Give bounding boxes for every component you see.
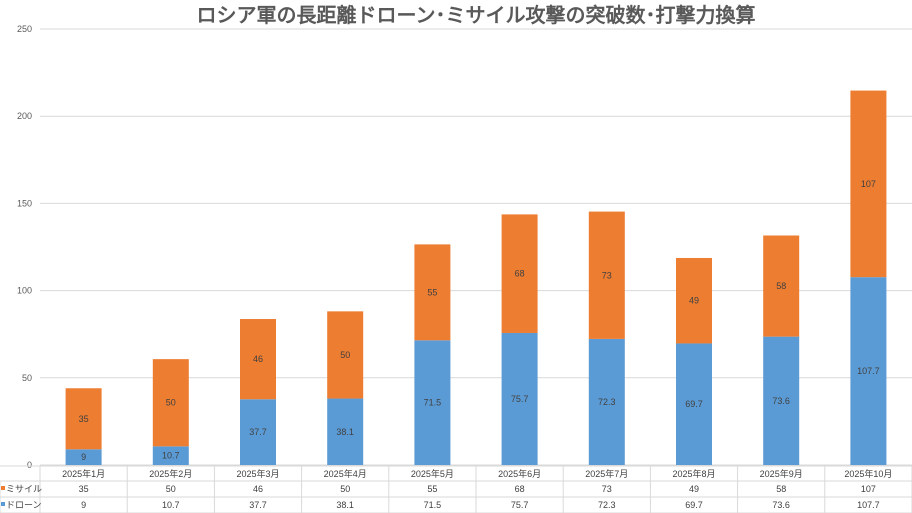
x-tick-label: 2025年9月 <box>760 468 803 479</box>
x-tick-label: 2025年2月 <box>149 468 192 479</box>
bar-missile <box>152 359 189 447</box>
data-label: 72.3 <box>598 397 616 407</box>
x-tick-label: 2025年8月 <box>672 468 715 479</box>
data-label: 9 <box>81 452 86 462</box>
table-cell: 69.7 <box>685 500 703 510</box>
data-label: 73 <box>602 270 612 280</box>
bar-missile <box>414 244 451 341</box>
table-cell: 75.7 <box>511 500 529 510</box>
y-tick-label: 150 <box>17 198 32 208</box>
bar-drone <box>850 277 887 465</box>
data-label: 38.1 <box>336 427 354 437</box>
table-cell: 10.7 <box>162 500 180 510</box>
data-label: 75.7 <box>511 394 529 404</box>
bar-drone <box>240 399 276 465</box>
bar-drone <box>65 449 102 465</box>
bar-drone <box>414 340 451 465</box>
bar-drone <box>763 336 800 465</box>
bar-drone <box>152 446 189 465</box>
x-tick-label: 2025年1月 <box>62 468 105 479</box>
x-tick-label: 2025年4月 <box>324 468 367 479</box>
bar-missile <box>327 311 364 399</box>
x-tick-label: 2025年6月 <box>498 468 541 479</box>
data-label: 10.7 <box>162 451 180 461</box>
table-cell: 49 <box>689 484 699 494</box>
data-label: 49 <box>689 296 699 306</box>
data-label: 55 <box>427 287 437 297</box>
table-cell: 107 <box>861 484 876 494</box>
bar-missile <box>240 319 276 400</box>
legend-key-missile <box>1 486 5 490</box>
table-cell: 73.6 <box>772 500 790 510</box>
data-label: 46 <box>253 354 263 364</box>
data-label: 50 <box>166 398 176 408</box>
data-label: 50 <box>340 350 350 360</box>
bar-drone <box>588 338 625 465</box>
data-label: 69.7 <box>685 399 703 409</box>
data-label: 37.7 <box>249 427 267 437</box>
legend-label: ミサイル <box>6 484 42 494</box>
data-label: 58 <box>776 281 786 291</box>
y-tick-label: 250 <box>17 24 32 34</box>
bar-missile <box>65 388 102 450</box>
table-cell: 73 <box>602 484 612 494</box>
data-label: 35 <box>79 414 89 424</box>
bar-drone <box>327 398 364 465</box>
y-tick-label: 200 <box>17 111 32 121</box>
bar-missile <box>676 257 712 344</box>
data-label: 68 <box>515 269 525 279</box>
table-cell: 58 <box>776 484 786 494</box>
chart-title: ロシア軍の長距離ドローン･ミサイル攻撃の突破数･打撃力換算 <box>197 3 756 27</box>
table-cell: 37.7 <box>249 500 267 510</box>
x-tick-label: 2025年10月 <box>844 468 892 479</box>
table-cell: 38.1 <box>336 500 354 510</box>
legend-key-drone <box>1 502 5 506</box>
table-cell: 35 <box>79 484 89 494</box>
y-tick-label: 50 <box>22 373 32 383</box>
data-label: 107.7 <box>857 366 880 376</box>
bar-missile <box>763 235 800 337</box>
bar-missile <box>501 214 538 333</box>
table-cell: 68 <box>515 484 525 494</box>
table-cell: 71.5 <box>424 500 442 510</box>
table-cell: 107.7 <box>857 500 880 510</box>
x-tick-label: 2025年5月 <box>411 468 454 479</box>
bar-missile <box>850 90 887 278</box>
y-tick-label: 0 <box>27 460 32 470</box>
table-cell: 55 <box>427 484 437 494</box>
data-label: 107 <box>861 179 876 189</box>
table-cell: 46 <box>253 484 263 494</box>
x-tick-label: 2025年3月 <box>236 468 279 479</box>
bar-drone <box>676 343 712 465</box>
data-label: 71.5 <box>424 398 442 408</box>
table-cell: 72.3 <box>598 500 616 510</box>
bar-missile <box>588 211 625 339</box>
data-label: 73.6 <box>772 396 790 406</box>
y-tick-label: 100 <box>17 286 32 296</box>
table-cell: 50 <box>166 484 176 494</box>
table-cell: 9 <box>81 500 86 510</box>
table-cell: 50 <box>340 484 350 494</box>
legend-label: ドローン <box>6 500 42 510</box>
x-tick-label: 2025年7月 <box>585 468 628 479</box>
bar-drone <box>501 332 538 465</box>
